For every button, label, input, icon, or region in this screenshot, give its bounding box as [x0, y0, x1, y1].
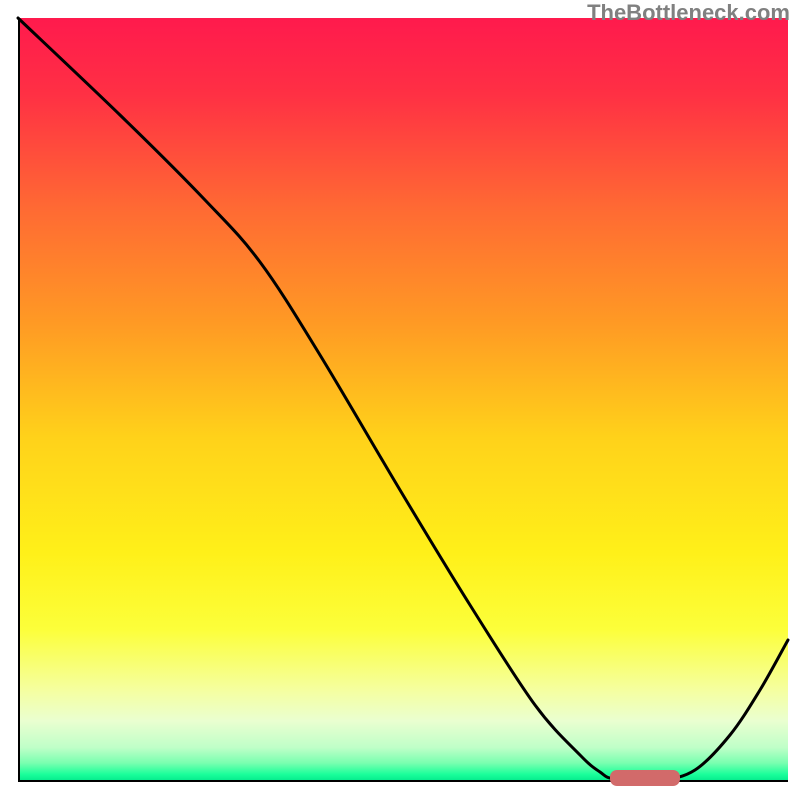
watermark-text: TheBottleneck.com [587, 0, 790, 26]
sweet-spot-marker [610, 770, 680, 786]
bottleneck-curve [18, 18, 788, 781]
bottleneck-chart: TheBottleneck.com [0, 0, 800, 800]
curve-layer [0, 0, 800, 800]
